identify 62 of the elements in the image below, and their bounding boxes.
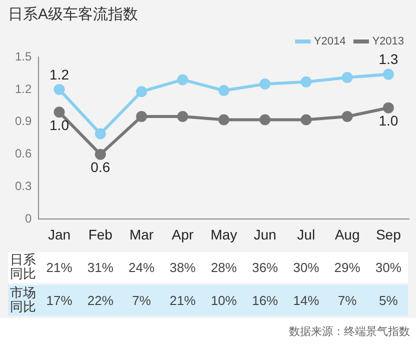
point — [218, 114, 230, 126]
legend-label: Y2014 — [314, 36, 346, 48]
text: 14% — [293, 293, 320, 308]
data-label: 1.2 — [50, 66, 70, 82]
x-tick-label: Feb — [88, 226, 113, 242]
point — [54, 84, 65, 95]
point — [177, 74, 188, 86]
legend-label: Y2013 — [372, 36, 404, 48]
point — [300, 114, 312, 126]
text: 7% — [338, 293, 357, 308]
text: 29% — [334, 260, 360, 275]
text: 30% — [375, 260, 402, 275]
point — [382, 68, 394, 80]
y-tick-label: 1.5 — [14, 49, 32, 64]
point — [54, 106, 65, 118]
y-tick-label: 0 — [24, 212, 32, 226]
text: 7% — [132, 293, 151, 308]
point — [94, 128, 106, 140]
text: 16% — [252, 293, 278, 308]
text: 5% — [379, 293, 398, 308]
text: 21% — [170, 293, 196, 308]
point — [177, 110, 188, 122]
y-tick-label: 1.2 — [14, 82, 32, 96]
x-tick-label: Mar — [129, 226, 154, 242]
text: 21% — [46, 260, 72, 275]
y-tick-label: 0.9 — [14, 114, 32, 128]
data-label: 1.3 — [378, 51, 398, 68]
data-label: 1.0 — [50, 117, 70, 134]
text: 10% — [210, 293, 237, 308]
point — [259, 114, 270, 126]
text: 日系同比 — [10, 252, 37, 281]
text: 17% — [46, 293, 72, 308]
point — [136, 110, 148, 122]
x-tick-label: Aug — [334, 226, 360, 242]
point — [382, 102, 394, 114]
y-tick-label: 0.3 — [14, 179, 32, 194]
point — [218, 85, 230, 96]
x-tick-label: Jul — [297, 226, 316, 242]
text: 28% — [210, 260, 237, 275]
point — [136, 86, 148, 98]
x-tick-label: Jan — [48, 226, 71, 242]
point — [342, 110, 353, 122]
x-tick-label: Apr — [172, 226, 194, 242]
data-label: 0.6 — [90, 159, 110, 176]
text: 24% — [128, 260, 155, 275]
y-tick-label: 0.6 — [14, 146, 32, 161]
text: 30% — [293, 260, 320, 275]
x-tick-label: Sep — [376, 226, 402, 242]
text: 36% — [252, 260, 278, 275]
point — [300, 76, 312, 88]
text: 31% — [87, 260, 114, 275]
x-tick-label: Jun — [254, 226, 276, 242]
point — [342, 72, 353, 84]
text: 38% — [170, 260, 196, 275]
point — [94, 148, 106, 160]
text: 市场同比 — [10, 285, 37, 314]
source-note: 数据来源：终端景气指数 — [289, 325, 410, 339]
chart-title: 日系A级车客流指数 — [8, 5, 138, 24]
x-tick-label: May — [210, 226, 238, 242]
point — [259, 78, 270, 90]
data-label: 1.0 — [378, 112, 398, 129]
text: 22% — [87, 293, 114, 308]
